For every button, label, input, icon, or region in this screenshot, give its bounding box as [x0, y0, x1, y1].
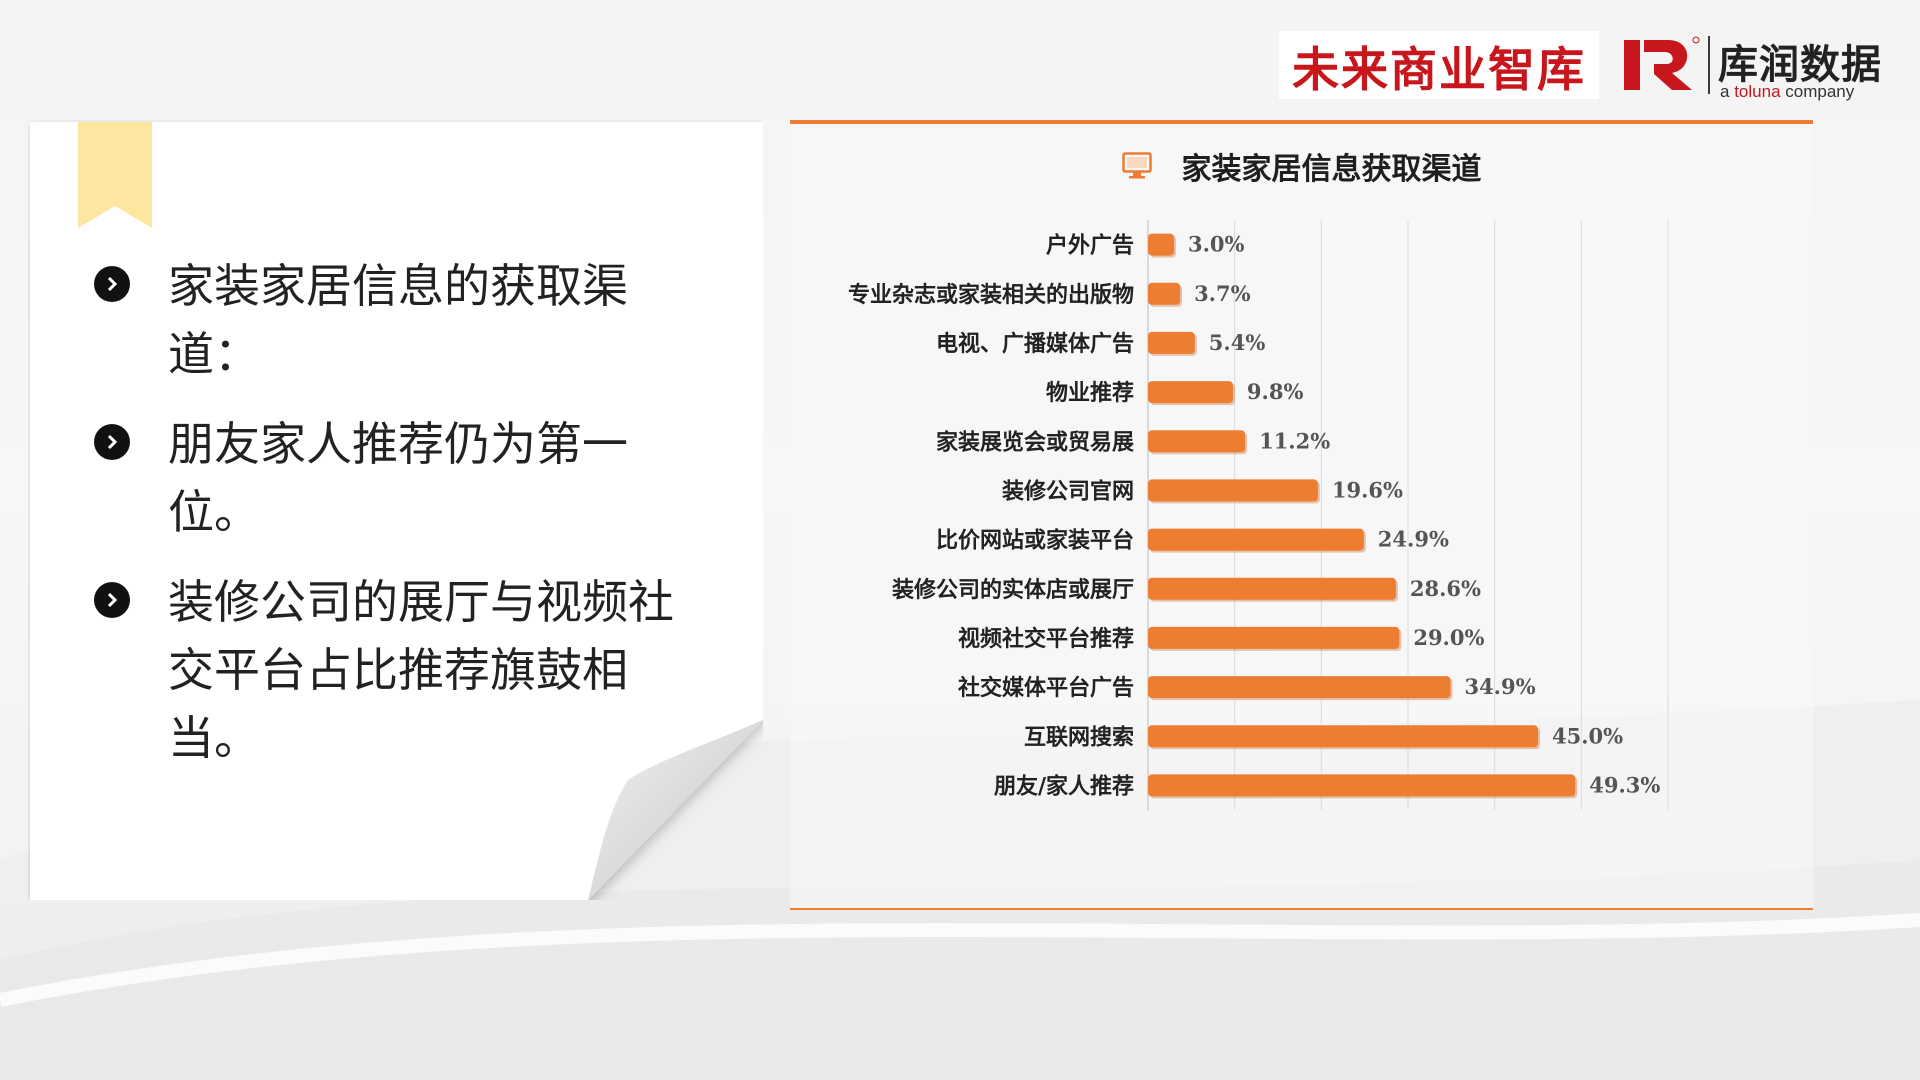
weilai-logo-text: 未来商业智库: [1292, 42, 1586, 98]
kurun-logo-subtitle: a toluna company: [1720, 82, 1854, 102]
bar: [1148, 774, 1576, 797]
category-label: 朋友/家人推荐: [994, 773, 1134, 799]
category-label: 比价网站或家装平台: [936, 528, 1134, 554]
bar: [1148, 331, 1195, 354]
category-label: 社交媒体平台广告: [958, 675, 1134, 701]
bar: [1148, 282, 1181, 305]
kurun-r-logo-icon: [1624, 36, 1700, 90]
weilai-logo: 未来商业智库: [1279, 31, 1599, 99]
logo-sub-prefix: a: [1720, 82, 1730, 101]
chart-panel: 家装家居信息获取渠道 户外广告 3.0% 专业杂志或家装相关的出版物 3.7% 电视、广…: [790, 120, 1813, 910]
data-label: 28.6%: [1410, 576, 1481, 601]
data-label: 5.4%: [1209, 330, 1266, 355]
data-label: 34.9%: [1464, 674, 1535, 699]
bar-chart: 户外广告 3.0% 专业杂志或家装相关的出版物 3.7% 电视、广播媒体广告 5.4% 物业…: [848, 220, 1669, 810]
bar: [1148, 577, 1396, 600]
data-label: 49.3%: [1589, 772, 1660, 797]
kurun-logo: 库润数据 a toluna company: [1620, 30, 1890, 106]
logo-sub-brand: toluna: [1734, 82, 1781, 101]
category-label: 物业推荐: [1046, 380, 1134, 406]
chevron-right-circle-icon: [94, 266, 130, 302]
bar: [1148, 479, 1318, 502]
logo-divider: [1708, 36, 1710, 94]
category-label: 互联网搜索: [1024, 724, 1134, 750]
data-label: 11.2%: [1259, 428, 1330, 453]
chevron-right-circle-icon: [94, 582, 130, 618]
data-label: 9.8%: [1247, 379, 1304, 404]
kurun-logo-name: 库润数据: [1718, 42, 1882, 88]
note-bullet-item: 朋友家人推荐仍为第一位。: [94, 410, 694, 546]
chevron-right-circle-icon: [94, 424, 130, 460]
category-label: 视频社交平台推荐: [958, 626, 1134, 652]
category-label: 户外广告: [1046, 233, 1134, 259]
note-bullet-text: 朋友家人推荐仍为第一位。: [168, 417, 628, 539]
note-bullet-text: 装修公司的展厅与视频社交平台占比推荐旗鼓相当。: [168, 575, 674, 765]
chart-top-rule: [790, 120, 1813, 124]
category-label: 专业杂志或家装相关的出版物: [848, 282, 1134, 308]
chart-title-row: 家装家居信息获取渠道: [790, 144, 1813, 188]
data-label: 3.7%: [1194, 281, 1251, 306]
bar: [1148, 430, 1246, 453]
chart-bottom-rule: [790, 908, 1813, 910]
bar: [1148, 676, 1451, 699]
bookmark-ribbon: [78, 122, 152, 228]
data-label: 19.6%: [1332, 477, 1403, 502]
data-label: 24.9%: [1378, 527, 1449, 552]
note-bullet-item: 装修公司的展厅与视频社交平台占比推荐旗鼓相当。: [94, 568, 694, 772]
monitor-icon: [1121, 152, 1152, 179]
category-label: 家装展览会或贸易展: [936, 429, 1134, 455]
data-label: 29.0%: [1413, 625, 1484, 650]
note-card: [28, 120, 763, 900]
bar: [1148, 381, 1233, 404]
category-label: 装修公司官网: [1002, 478, 1134, 504]
data-label: 45.0%: [1552, 723, 1623, 748]
note-card-paper: [30, 122, 763, 900]
chart-title: 家装家居信息获取渠道: [1181, 152, 1482, 187]
data-label: 3.0%: [1188, 232, 1245, 257]
logo-sub-suffix: company: [1785, 82, 1855, 101]
category-label: 装修公司的实体店或展厅: [892, 577, 1134, 603]
note-bullet-text: 家装家居信息的获取渠道：: [168, 259, 628, 381]
bar: [1148, 626, 1400, 649]
bar: [1148, 233, 1174, 256]
bar: [1148, 528, 1364, 551]
note-bullet-item: 家装家居信息的获取渠道：: [94, 252, 694, 388]
bar: [1148, 725, 1538, 748]
note-bullet-list: 家装家居信息的获取渠道： 朋友家人推荐仍为第一位。 装修公司的展厅与视频社交平台…: [94, 252, 694, 794]
category-label: 电视、广播媒体广告: [936, 331, 1134, 357]
